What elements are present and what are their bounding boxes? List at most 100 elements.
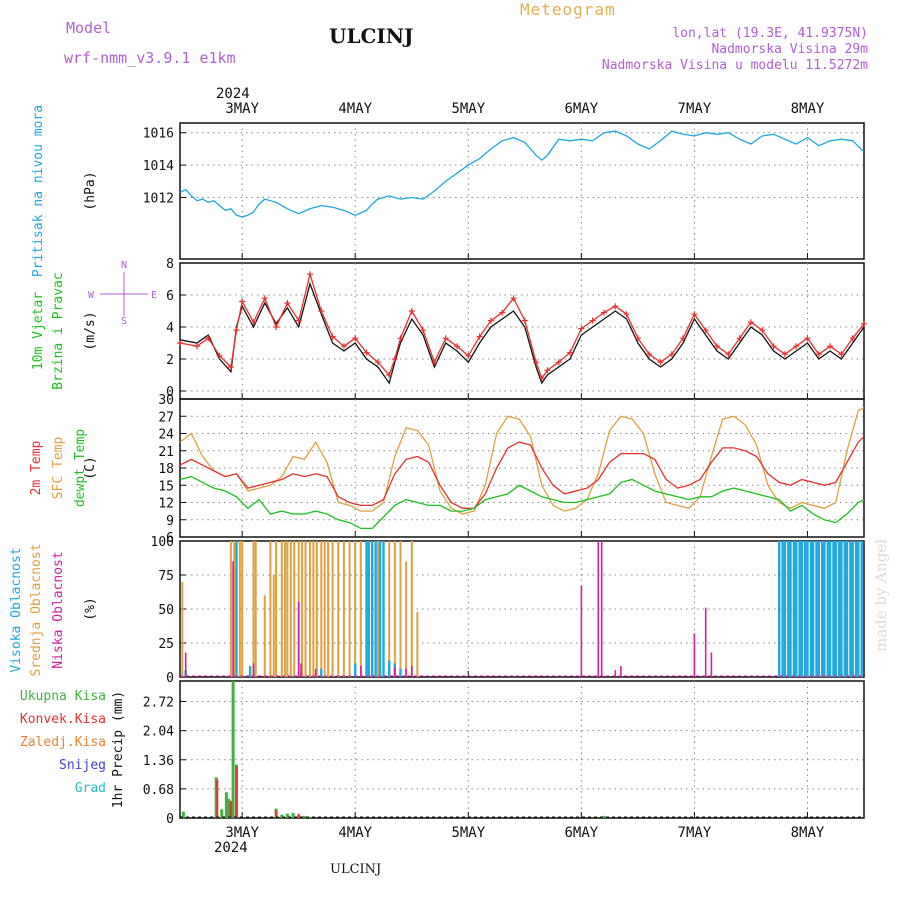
wind-gust-marker xyxy=(838,351,845,358)
wind-gust-marker xyxy=(177,340,183,346)
wind-gust-marker xyxy=(261,295,268,302)
wind-gust-marker xyxy=(589,317,596,324)
cloud-mid-bar xyxy=(323,541,326,677)
y-tick-label: 24 xyxy=(158,428,174,443)
cloud-low-bar xyxy=(314,668,317,677)
cloud-high-bar xyxy=(849,541,852,677)
wind-speed-line xyxy=(179,281,865,385)
year-top: 2024 xyxy=(216,86,250,102)
wind-gust-marker xyxy=(521,317,528,324)
wind-gust-marker xyxy=(544,367,551,374)
precip-total-bar xyxy=(291,812,295,818)
wind-gust-marker xyxy=(567,349,574,356)
cloud-low-side-label: Niska Oblacnost xyxy=(51,551,66,668)
wind-gust-marker xyxy=(273,324,280,330)
footer-station: ULCINJ xyxy=(330,862,382,877)
cloud-mid-bar xyxy=(405,561,408,677)
cloud-mid-bar xyxy=(275,541,278,677)
cloud-mid-bar xyxy=(312,541,315,677)
wind-gust-marker xyxy=(827,343,834,350)
cloud-mid-bar xyxy=(304,541,307,677)
precip-legend-item: Ukupna Kisa xyxy=(20,689,106,704)
cloud-high-bar xyxy=(795,541,798,677)
wind-gust-marker xyxy=(849,335,856,342)
cloud-high-bar xyxy=(828,541,832,677)
precip-total-bar xyxy=(302,815,306,818)
cloud-high-bar xyxy=(378,541,382,677)
cloud-high-bar xyxy=(320,668,323,677)
wind-gust-marker xyxy=(216,352,223,359)
x-tick-label-top: 8MAY xyxy=(791,101,825,117)
wind-gust-marker xyxy=(239,298,246,305)
x-tick-label-top: 5MAY xyxy=(451,101,485,117)
cloud-low-bar xyxy=(394,667,396,677)
cloud-mid-bar xyxy=(241,541,244,677)
cloud-low-bar xyxy=(710,652,713,677)
cloud-high-bar xyxy=(235,541,238,677)
wind-gust-marker xyxy=(861,320,867,327)
cloud-mid-bar xyxy=(359,541,362,677)
cloud-high-bar xyxy=(811,541,815,677)
model-name: wrf-nmm_v3.9.1 e1km xyxy=(64,49,236,67)
cloud-low-bar xyxy=(620,666,622,677)
cloud-low-bar xyxy=(597,541,600,677)
cloud-high-bar xyxy=(851,541,854,677)
wind-gust-marker xyxy=(499,309,506,316)
cloud-mid-bar xyxy=(301,541,304,677)
wind-gust-marker xyxy=(352,335,359,342)
cloud-high-bar xyxy=(371,541,374,677)
y-tick-label: 4 xyxy=(166,321,174,336)
precip-total-bar xyxy=(602,815,606,818)
wind-gust-marker xyxy=(510,295,517,302)
meteogram-label: Meteogram xyxy=(520,0,616,19)
cloud-low-bar xyxy=(297,602,300,677)
y-tick-label: 1016 xyxy=(143,127,174,142)
cloud-high-bar xyxy=(248,666,252,677)
cloud-high-bar xyxy=(789,541,792,677)
cloud-mid-bar xyxy=(399,541,402,677)
wind-gust-marker xyxy=(363,349,370,356)
wind-gust-marker xyxy=(329,333,336,340)
cloud-low-bar xyxy=(300,663,302,677)
cloud-mid-bar xyxy=(315,541,318,677)
cloud-mid-bar xyxy=(327,541,330,677)
precip-total-bar xyxy=(214,777,218,818)
cloud-high-bar xyxy=(809,541,813,677)
wind-gust-marker xyxy=(691,311,698,318)
cloud-high-bar xyxy=(800,541,803,677)
x-tick-label-bottom: 3MAY xyxy=(225,825,259,841)
wind-gust-marker xyxy=(431,359,438,366)
cloud-high-bar xyxy=(388,660,391,677)
y-tick-label: 30 xyxy=(158,393,174,408)
cloud-mid-bar xyxy=(252,541,255,677)
cloud-high-bar xyxy=(840,541,843,677)
x-tick-label-top: 3MAY xyxy=(225,101,259,117)
y-tick-label: 0 xyxy=(166,385,174,400)
cloud-high-bar xyxy=(781,541,784,677)
cloud-mid-side-label: Srednja Oblacnost xyxy=(29,543,44,676)
cloud-low-bar xyxy=(704,607,707,677)
wind-side-label: Brzina i Pravac xyxy=(51,272,66,389)
cloud-mid-bar xyxy=(416,611,419,677)
wind-gust-marker xyxy=(205,335,212,342)
cloud-mid-bar xyxy=(376,541,379,677)
wind-gust-marker xyxy=(233,327,240,334)
wind-gust-marker xyxy=(578,325,585,332)
tsfc-side-label: SFC Temp xyxy=(51,437,66,500)
cloud-high-bar xyxy=(815,541,818,677)
wind-gust-marker xyxy=(284,300,291,306)
y-tick-label: 0 xyxy=(166,671,174,686)
cloud-high-bar xyxy=(817,541,820,677)
y-tick-label: 6 xyxy=(166,531,174,546)
wind-gust-marker xyxy=(781,351,788,358)
y-tick-label: 15 xyxy=(158,479,174,494)
cloud-mid-bar xyxy=(320,541,323,677)
cloud-mid-bar xyxy=(229,541,232,677)
cloud-mid-bar xyxy=(289,541,292,677)
panel-frame xyxy=(179,680,865,819)
wind-gust-marker xyxy=(386,372,393,378)
cloud-high-bar xyxy=(857,541,860,677)
y-tick-label: 1.36 xyxy=(143,754,174,769)
